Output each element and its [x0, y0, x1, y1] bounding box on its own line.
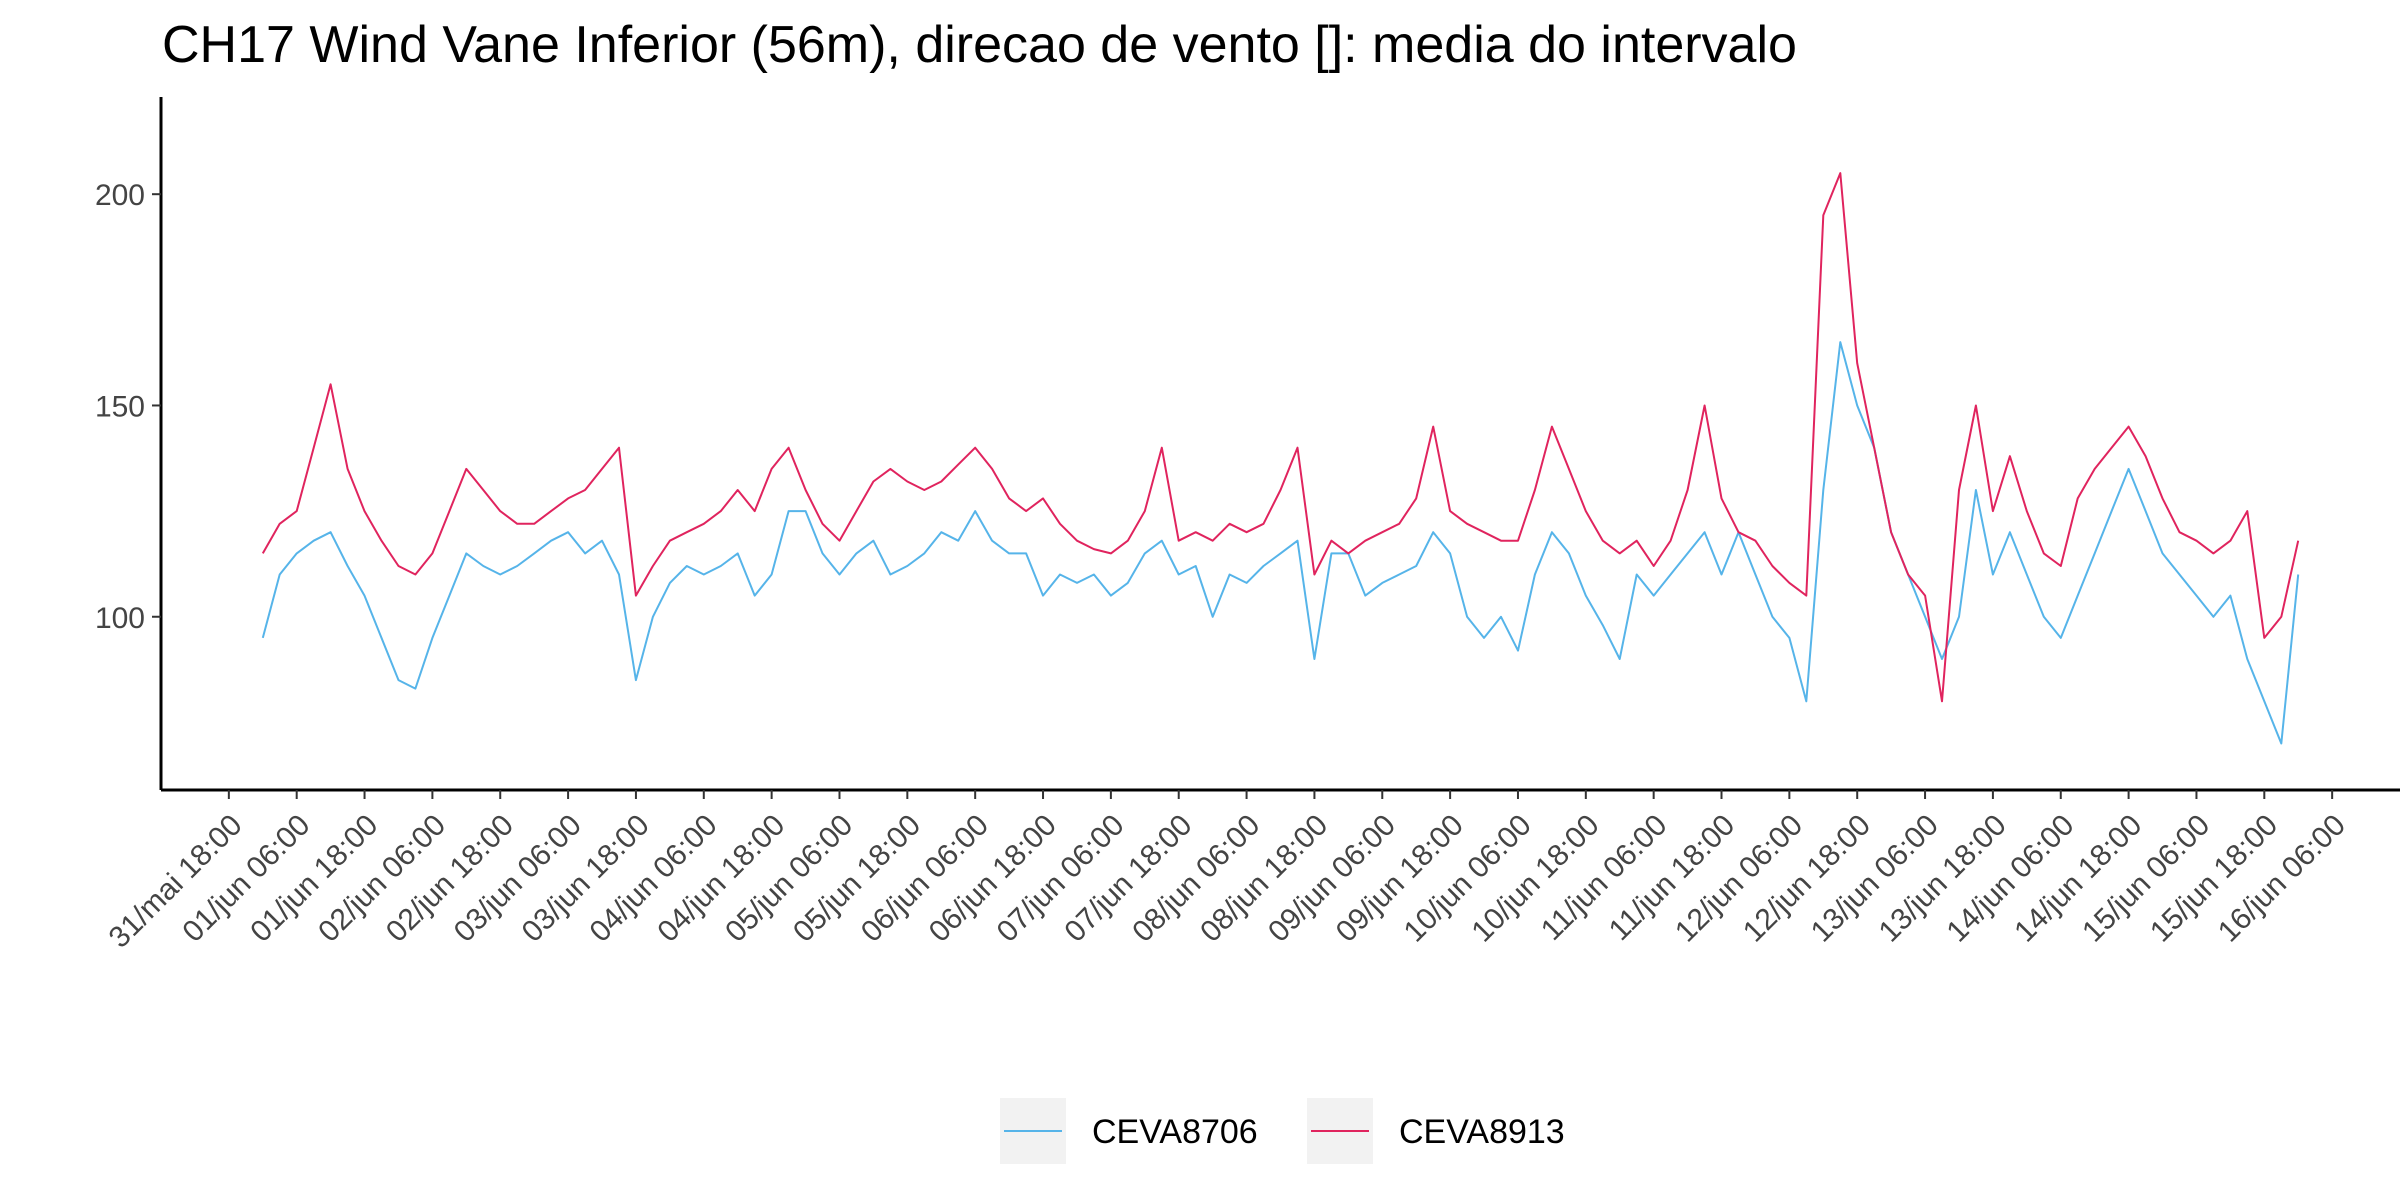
chart-title: CH17 Wind Vane Inferior (56m), direcao d…	[162, 16, 1797, 74]
y-tick-label: 150	[95, 390, 145, 423]
y-tick-label: 100	[95, 602, 145, 635]
series-line	[261, 172, 2300, 703]
legend-label: CEVA8706	[1092, 1113, 1258, 1151]
series-line	[261, 341, 2300, 745]
y-tick-label: 200	[95, 179, 145, 212]
legend-label: CEVA8913	[1399, 1113, 1565, 1151]
